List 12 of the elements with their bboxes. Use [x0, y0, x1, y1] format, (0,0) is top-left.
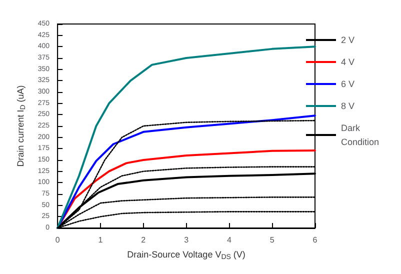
- x-tick-label: 2: [141, 236, 146, 244]
- legend-label: Dark Condition: [341, 123, 380, 147]
- x-tick-label: 6: [312, 236, 318, 244]
- x-tick-label: 3: [184, 236, 190, 244]
- legend-label: 2 V: [341, 35, 355, 45]
- legend-label: 8 V: [341, 101, 355, 111]
- x-tick-label: 1: [98, 236, 104, 244]
- x-tick-label: 0: [55, 236, 60, 244]
- legend-label: 4 V: [341, 57, 355, 67]
- x-tick-label: 5: [270, 236, 275, 244]
- legend-label: 6 V: [341, 79, 355, 89]
- x-tick-label: 4: [226, 236, 232, 244]
